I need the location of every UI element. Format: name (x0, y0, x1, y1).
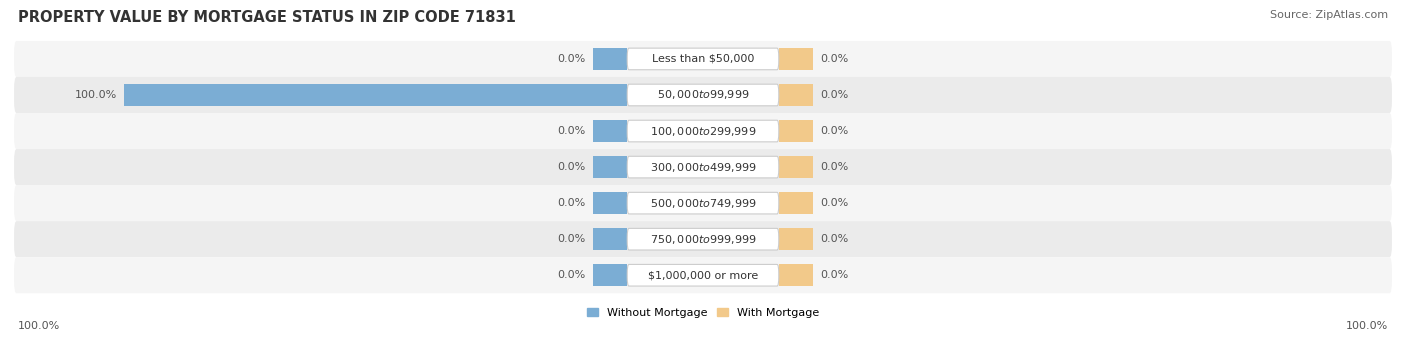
FancyBboxPatch shape (627, 192, 779, 214)
FancyBboxPatch shape (14, 149, 1392, 185)
Text: 0.0%: 0.0% (558, 234, 586, 244)
Bar (593, 264, 627, 286)
Text: 100.0%: 100.0% (1346, 321, 1388, 331)
Text: 0.0%: 0.0% (820, 198, 848, 208)
FancyBboxPatch shape (14, 113, 1392, 149)
Text: 0.0%: 0.0% (558, 270, 586, 280)
FancyBboxPatch shape (14, 257, 1392, 293)
Text: Less than $50,000: Less than $50,000 (652, 54, 754, 64)
Text: 0.0%: 0.0% (558, 54, 586, 64)
FancyBboxPatch shape (627, 264, 779, 286)
FancyBboxPatch shape (14, 185, 1392, 221)
Text: $1,000,000 or more: $1,000,000 or more (648, 270, 758, 280)
Text: $100,000 to $299,999: $100,000 to $299,999 (650, 124, 756, 137)
Bar (124, 84, 627, 106)
Bar (779, 84, 813, 106)
FancyBboxPatch shape (627, 156, 779, 178)
Bar (779, 120, 813, 142)
Text: 0.0%: 0.0% (820, 270, 848, 280)
FancyBboxPatch shape (14, 221, 1392, 257)
Bar (593, 192, 627, 214)
Bar (779, 228, 813, 250)
FancyBboxPatch shape (627, 48, 779, 70)
Text: 0.0%: 0.0% (820, 234, 848, 244)
Text: 0.0%: 0.0% (820, 90, 848, 100)
Text: 0.0%: 0.0% (820, 126, 848, 136)
FancyBboxPatch shape (627, 84, 779, 106)
Bar (779, 264, 813, 286)
Text: 0.0%: 0.0% (820, 54, 848, 64)
Bar (593, 156, 627, 178)
Bar (593, 120, 627, 142)
FancyBboxPatch shape (627, 228, 779, 250)
Text: 0.0%: 0.0% (558, 162, 586, 172)
Text: 100.0%: 100.0% (18, 321, 60, 331)
Text: $750,000 to $999,999: $750,000 to $999,999 (650, 233, 756, 246)
Text: $500,000 to $749,999: $500,000 to $749,999 (650, 197, 756, 210)
Text: $300,000 to $499,999: $300,000 to $499,999 (650, 161, 756, 174)
Text: 0.0%: 0.0% (558, 126, 586, 136)
Text: $50,000 to $99,999: $50,000 to $99,999 (657, 89, 749, 102)
Bar (593, 48, 627, 70)
Text: 0.0%: 0.0% (558, 198, 586, 208)
Bar (593, 228, 627, 250)
Text: Source: ZipAtlas.com: Source: ZipAtlas.com (1270, 10, 1388, 20)
Text: PROPERTY VALUE BY MORTGAGE STATUS IN ZIP CODE 71831: PROPERTY VALUE BY MORTGAGE STATUS IN ZIP… (18, 10, 516, 25)
FancyBboxPatch shape (14, 41, 1392, 77)
Legend: Without Mortgage, With Mortgage: Without Mortgage, With Mortgage (588, 308, 818, 318)
Text: 0.0%: 0.0% (820, 162, 848, 172)
Text: 100.0%: 100.0% (75, 90, 117, 100)
Bar (779, 48, 813, 70)
Bar (779, 192, 813, 214)
Bar (779, 156, 813, 178)
FancyBboxPatch shape (14, 77, 1392, 113)
FancyBboxPatch shape (627, 120, 779, 142)
